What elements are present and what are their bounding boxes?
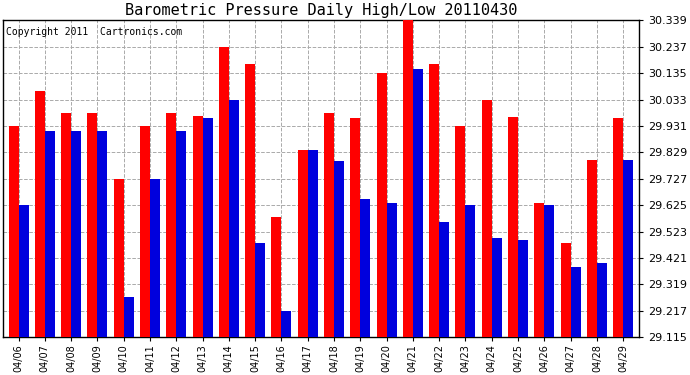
Bar (282, 311, 291, 337)
Bar (71, 131, 81, 337)
Bar (45, 131, 55, 337)
Bar (571, 267, 580, 337)
Bar (324, 113, 334, 337)
Bar (429, 64, 439, 337)
Title: Barometric Pressure Daily High/Low 20110430: Barometric Pressure Daily High/Low 20110… (125, 3, 517, 18)
Bar (19, 205, 28, 337)
Bar (587, 160, 597, 337)
Bar (360, 199, 371, 337)
Bar (114, 179, 124, 337)
Bar (439, 222, 449, 337)
Bar (377, 73, 386, 337)
Bar (386, 202, 397, 337)
Bar (482, 100, 492, 337)
Bar (351, 118, 360, 337)
Bar (597, 264, 607, 337)
Bar (193, 116, 203, 337)
Bar (255, 243, 265, 337)
Bar (271, 217, 282, 337)
Bar (245, 64, 255, 337)
Bar (508, 117, 518, 337)
Bar (623, 160, 633, 337)
Bar (140, 126, 150, 337)
Bar (334, 161, 344, 337)
Bar (88, 113, 97, 337)
Bar (518, 240, 528, 337)
Bar (403, 20, 413, 337)
Bar (560, 243, 571, 337)
Bar (413, 69, 423, 337)
Bar (176, 131, 186, 337)
Bar (8, 126, 19, 337)
Bar (613, 118, 623, 337)
Bar (150, 179, 160, 337)
Bar (534, 202, 544, 337)
Text: Copyright 2011  Cartronics.com: Copyright 2011 Cartronics.com (6, 27, 182, 37)
Bar (97, 131, 108, 337)
Bar (203, 118, 213, 337)
Bar (297, 150, 308, 337)
Bar (308, 150, 317, 337)
Bar (466, 205, 475, 337)
Bar (544, 205, 554, 337)
Bar (166, 113, 176, 337)
Bar (229, 100, 239, 337)
Bar (455, 126, 466, 337)
Bar (35, 90, 45, 337)
Bar (124, 297, 134, 337)
Bar (61, 113, 71, 337)
Bar (492, 238, 502, 337)
Bar (219, 47, 229, 337)
